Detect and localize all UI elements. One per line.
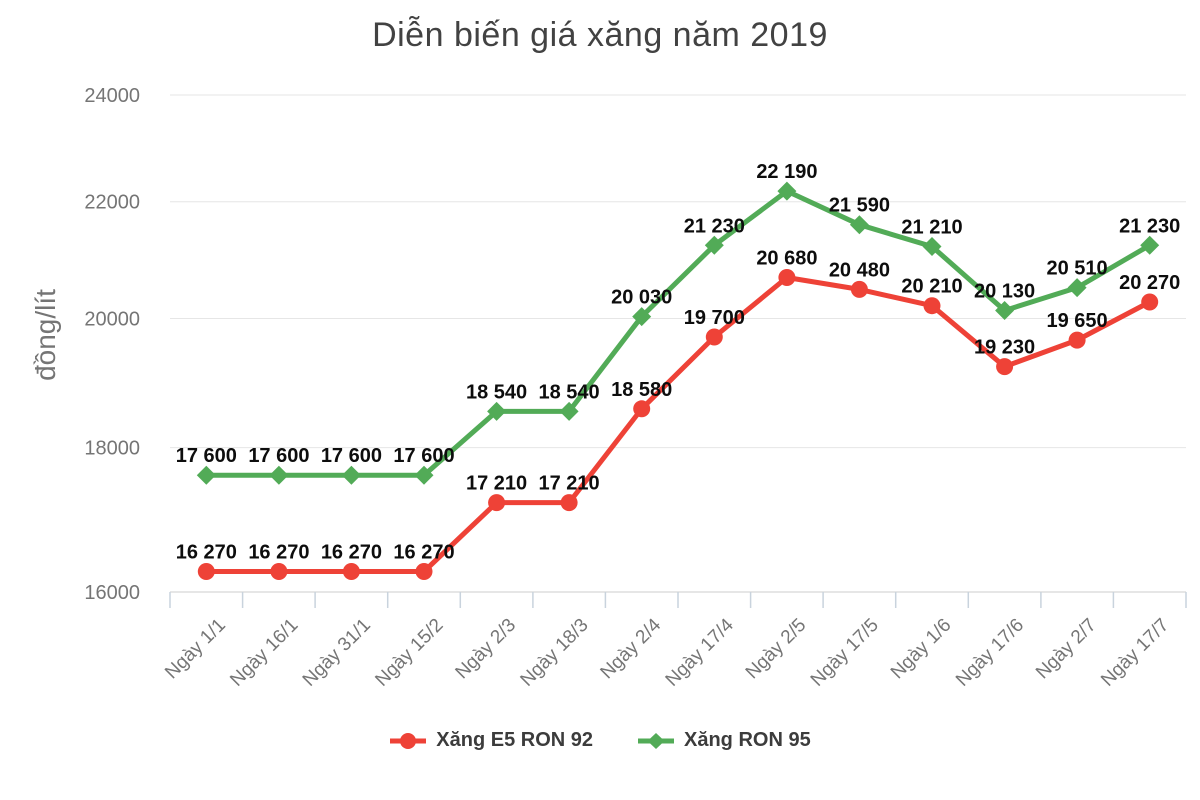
data-label: 17 600 bbox=[248, 445, 309, 467]
data-point-marker bbox=[342, 563, 360, 580]
legend-item-label: Xăng RON 95 bbox=[684, 729, 811, 751]
x-tick-label: Ngày 17/6 bbox=[952, 615, 1028, 691]
data-label: 21 230 bbox=[1119, 215, 1180, 237]
data-label: 18 540 bbox=[539, 381, 600, 403]
data-label: 19 230 bbox=[974, 337, 1035, 359]
data-point-marker bbox=[632, 307, 652, 327]
data-label: 20 270 bbox=[1119, 272, 1180, 294]
data-point-marker bbox=[923, 297, 941, 315]
chart-title: Diễn biến giá xăng năm 2019 bbox=[372, 16, 828, 54]
y-tick-label: 18000 bbox=[84, 438, 140, 460]
data-point-marker bbox=[197, 563, 215, 580]
data-point-marker bbox=[270, 563, 288, 580]
data-point-marker bbox=[1067, 278, 1087, 298]
x-tick-label: Ngày 15/2 bbox=[371, 615, 447, 691]
x-tick-label: Ngày 16/1 bbox=[226, 615, 302, 691]
x-tick-label: Ngày 2/5 bbox=[742, 615, 811, 684]
data-point-marker bbox=[1068, 331, 1086, 349]
data-point-marker bbox=[487, 401, 507, 421]
data-label: 17 600 bbox=[321, 445, 382, 467]
data-point-marker bbox=[1141, 293, 1159, 311]
series-line-0 bbox=[203, 275, 1153, 574]
data-label: 21 590 bbox=[829, 195, 890, 217]
data-point-marker bbox=[633, 400, 651, 418]
x-tick-label: Ngày 31/1 bbox=[299, 615, 375, 691]
data-point-marker bbox=[705, 328, 723, 346]
legend-marker-icon bbox=[638, 732, 674, 749]
data-label: 19 700 bbox=[684, 307, 745, 329]
data-label: 20 130 bbox=[974, 281, 1035, 303]
x-tick-label: Ngày 17/5 bbox=[807, 615, 883, 691]
data-label: 17 210 bbox=[466, 473, 527, 495]
data-label: 16 270 bbox=[176, 542, 237, 564]
data-point-marker bbox=[415, 563, 433, 580]
data-point-marker bbox=[488, 494, 506, 512]
legend-marker-icon bbox=[390, 732, 427, 749]
data-label: 20 680 bbox=[756, 248, 817, 270]
data-point-marker bbox=[778, 269, 796, 286]
data-label: 17 600 bbox=[393, 445, 454, 467]
data-point-marker bbox=[777, 181, 797, 201]
data-label: 22 190 bbox=[756, 161, 817, 183]
data-point-marker bbox=[341, 465, 361, 485]
y-tick-label: 16000 bbox=[84, 582, 140, 604]
legend: Xăng E5 RON 92 Xăng RON 95 bbox=[0, 729, 1200, 752]
data-label: 20 210 bbox=[901, 276, 962, 298]
data-point-marker bbox=[849, 215, 869, 235]
data-label: 16 270 bbox=[321, 542, 382, 564]
y-tick-label: 20000 bbox=[84, 309, 140, 331]
data-point-marker bbox=[269, 465, 289, 485]
data-label: 18 580 bbox=[611, 379, 672, 401]
x-tick-label: Ngày 1/6 bbox=[887, 615, 956, 684]
y-tick-label: 24000 bbox=[84, 85, 140, 107]
x-tick-label: Ngày 17/7 bbox=[1097, 615, 1173, 691]
data-point-marker bbox=[922, 237, 942, 256]
data-label: 18 540 bbox=[466, 381, 527, 403]
data-point-marker bbox=[414, 465, 434, 485]
x-tick-label: Ngày 2/3 bbox=[452, 615, 521, 684]
data-label: 21 230 bbox=[684, 215, 745, 237]
data-point-marker bbox=[704, 235, 724, 255]
x-tick-label: Ngày 2/7 bbox=[1032, 615, 1101, 684]
x-tick-label: Ngày 17/4 bbox=[662, 614, 738, 690]
legend-item[interactable]: Xăng E5 RON 92 bbox=[389, 729, 593, 752]
data-label: 16 270 bbox=[248, 542, 309, 564]
data-point-marker bbox=[996, 358, 1014, 376]
data-point-marker bbox=[196, 465, 216, 485]
data-label: 16 270 bbox=[393, 542, 454, 564]
legend-item[interactable]: Xăng RON 95 bbox=[637, 729, 811, 752]
y-tick-label: 22000 bbox=[84, 192, 140, 214]
data-label: 17 210 bbox=[539, 473, 600, 495]
data-label: 20 480 bbox=[829, 259, 890, 281]
x-tick-label: Ngày 18/3 bbox=[517, 615, 593, 691]
data-label: 20 510 bbox=[1047, 258, 1108, 280]
data-point-marker bbox=[560, 494, 578, 512]
series-line-1 bbox=[203, 188, 1153, 478]
data-label: 21 210 bbox=[901, 217, 962, 239]
data-point-marker bbox=[850, 280, 868, 298]
data-point-marker bbox=[995, 301, 1015, 320]
data-label: 20 030 bbox=[611, 287, 672, 309]
data-point-marker bbox=[1140, 235, 1160, 255]
x-tick-label: Ngày 1/1 bbox=[161, 615, 230, 684]
data-label: 19 650 bbox=[1047, 310, 1108, 332]
data-point-marker bbox=[559, 401, 579, 421]
x-tick-label: Ngày 2/4 bbox=[597, 614, 666, 683]
legend-item-label: Xăng E5 RON 92 bbox=[436, 729, 593, 751]
data-label: 17 600 bbox=[176, 445, 237, 467]
